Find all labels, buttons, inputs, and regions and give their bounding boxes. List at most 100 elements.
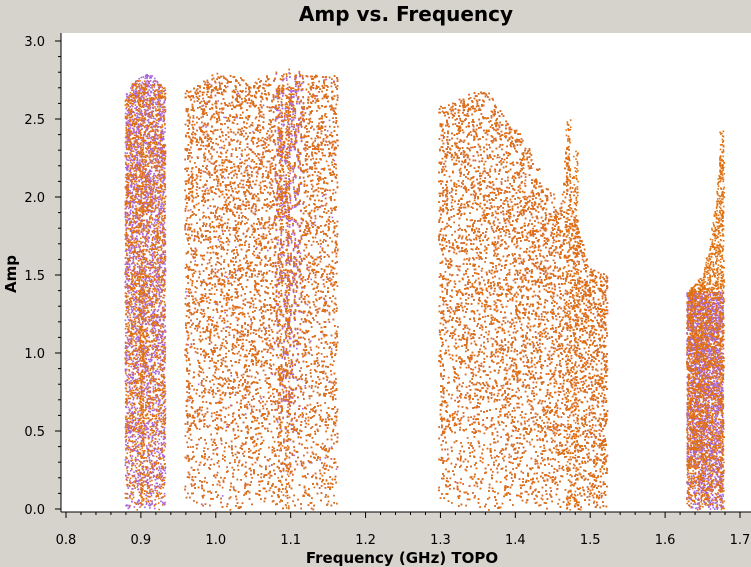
data-point xyxy=(131,247,133,250)
data-point xyxy=(126,93,128,95)
data-point xyxy=(163,231,165,234)
data-point xyxy=(144,428,146,431)
data-point xyxy=(143,347,146,350)
data-point xyxy=(132,144,135,146)
data-point xyxy=(136,378,139,381)
data-point xyxy=(131,463,133,465)
data-point xyxy=(133,382,136,385)
data-point xyxy=(136,340,138,343)
data-point xyxy=(144,283,147,285)
data-point xyxy=(224,311,226,314)
data-point xyxy=(149,391,152,394)
data-point xyxy=(151,502,153,504)
data-point xyxy=(159,100,161,102)
data-point xyxy=(135,169,137,172)
data-point xyxy=(146,491,148,494)
data-point xyxy=(156,275,158,277)
data-point xyxy=(127,431,130,434)
data-point xyxy=(145,192,148,194)
data-point xyxy=(271,347,273,350)
data-point xyxy=(154,479,157,481)
data-point xyxy=(155,93,158,96)
data-point xyxy=(126,164,129,167)
data-point xyxy=(152,490,154,492)
data-point xyxy=(136,167,138,170)
data-point xyxy=(147,428,149,430)
data-point xyxy=(148,152,150,154)
data-point xyxy=(150,170,153,173)
data-point xyxy=(157,259,160,261)
data-point xyxy=(146,478,149,481)
data-point xyxy=(149,401,151,404)
data-point xyxy=(155,370,157,373)
data-point xyxy=(130,220,133,222)
data-point xyxy=(135,337,138,339)
data-point xyxy=(164,437,166,439)
data-point xyxy=(131,262,134,264)
data-point xyxy=(126,472,129,474)
data-point xyxy=(146,238,149,241)
data-point xyxy=(153,174,155,177)
data-point xyxy=(160,266,163,269)
data-point xyxy=(129,154,132,156)
data-point xyxy=(135,310,137,312)
data-point xyxy=(125,118,128,120)
data-point xyxy=(136,354,138,356)
data-point xyxy=(126,485,129,487)
data-point xyxy=(145,200,148,202)
data-point xyxy=(156,158,158,160)
data-point xyxy=(162,326,165,329)
data-point xyxy=(125,166,127,169)
data-point xyxy=(146,173,148,176)
data-point xyxy=(137,129,139,131)
data-point xyxy=(126,142,128,145)
data-point xyxy=(150,365,153,367)
data-point xyxy=(146,502,148,504)
data-point xyxy=(152,179,155,182)
data-point xyxy=(129,106,131,108)
data-point xyxy=(163,427,166,429)
data-point xyxy=(153,172,155,175)
data-point xyxy=(151,409,154,412)
data-point xyxy=(154,448,157,450)
data-point xyxy=(155,345,158,347)
data-point xyxy=(326,130,329,132)
data-point xyxy=(144,318,146,320)
data-point xyxy=(138,317,140,319)
data-point xyxy=(136,371,139,374)
data-point xyxy=(149,161,152,163)
data-point xyxy=(150,117,153,119)
data-point xyxy=(137,116,140,118)
data-point xyxy=(138,203,141,205)
data-point xyxy=(208,83,211,85)
data-point xyxy=(161,217,163,219)
data-point xyxy=(160,205,163,207)
data-point xyxy=(126,307,128,310)
data-point xyxy=(159,399,161,401)
data-point xyxy=(162,469,165,471)
data-point xyxy=(164,127,166,130)
data-point xyxy=(127,446,130,449)
data-point xyxy=(158,331,160,333)
data-point xyxy=(147,499,149,502)
data-point xyxy=(151,111,154,114)
data-point xyxy=(140,412,142,414)
data-point xyxy=(293,454,296,457)
data-point xyxy=(158,472,161,474)
data-point xyxy=(132,377,134,379)
data-point xyxy=(157,246,159,249)
data-point xyxy=(149,269,151,272)
data-point xyxy=(160,119,163,121)
data-point xyxy=(161,224,164,227)
data-point xyxy=(157,241,159,244)
data-point xyxy=(152,402,155,405)
data-point xyxy=(154,487,156,490)
data-point xyxy=(302,407,304,410)
data-point xyxy=(142,89,145,92)
data-point xyxy=(131,387,134,389)
data-point xyxy=(154,504,156,506)
data-point xyxy=(162,350,165,352)
data-point xyxy=(163,233,165,235)
data-point xyxy=(144,368,147,370)
data-point xyxy=(153,324,156,327)
